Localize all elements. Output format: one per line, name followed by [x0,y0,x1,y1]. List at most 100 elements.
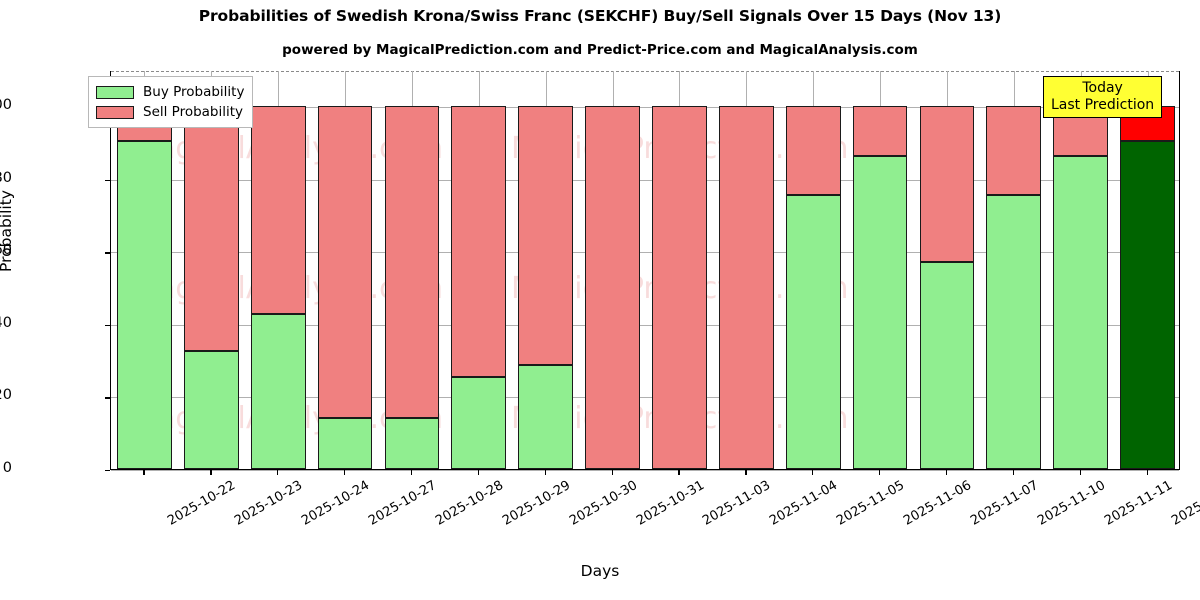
x-axis-tick-mark [745,470,747,475]
bar-segment-sell[interactable] [652,106,707,469]
bar-group[interactable] [785,70,841,469]
x-axis-tick-mark [277,470,279,475]
legend-item-sell: Sell Probability [96,102,244,122]
bar-segment-buy[interactable] [785,195,841,469]
bar-group[interactable] [1053,70,1109,469]
bar-segment-buy[interactable] [1053,155,1109,469]
x-axis-tick-label: 2025-10-27 [366,478,440,529]
today-annotation: Today Last Prediction [1043,76,1163,119]
x-axis-tick-label: 2025-11-11 [1101,478,1175,529]
bar-segment-buy[interactable] [317,418,373,469]
x-axis-tick-label: 2025-11-05 [834,478,908,529]
bar-group[interactable] [117,70,172,469]
bar-segment-buy[interactable] [919,261,975,469]
x-axis-tick-label: 2025-11-10 [1034,478,1108,529]
legend-label-sell: Sell Probability [143,104,244,120]
legend-label-buy: Buy Probability [143,84,245,100]
x-axis-tick-label: 2025-10-30 [566,478,640,529]
bar-group[interactable] [183,70,239,469]
bar-segment-buy[interactable] [451,376,507,469]
y-axis-tick-mark [105,324,110,327]
x-axis-tick-label: 2025-10-22 [165,478,239,529]
x-axis-tick-mark [1146,470,1148,475]
bar-segment-sell[interactable] [585,106,640,469]
bar-segment-buy[interactable] [986,195,1042,469]
bar-group[interactable] [585,70,640,469]
x-axis-tick-mark [678,470,680,475]
bar-group[interactable] [852,70,908,469]
gridline-horizontal [111,252,1179,254]
y-axis-tick-label: 0 [2,460,12,476]
bar-group[interactable] [986,70,1042,469]
bar-group[interactable] [384,70,440,469]
y-axis-tick-mark [105,397,110,399]
bar-segment-sell[interactable] [384,106,440,419]
y-axis-tick-label: 20 [0,387,12,404]
gridline-horizontal [111,107,1179,109]
bar-segment-sell[interactable] [852,106,908,156]
y-axis-tick-label: 100 [0,97,12,114]
x-axis-tick-mark [879,470,881,475]
x-axis-tick-mark [210,470,212,475]
bar-segment-buy[interactable] [852,155,908,469]
x-axis-tick-mark [410,470,413,475]
x-axis-tick-mark [1079,470,1081,475]
bar-segment-sell[interactable] [718,106,774,469]
legend-swatch-buy [96,85,134,99]
bar-group[interactable] [919,70,975,469]
x-axis-tick-label: 2025-11-04 [767,478,841,529]
chart-subtitle: powered by MagicalPrediction.com and Pre… [282,42,918,58]
chart-legend: Buy Probability Sell Probability [88,76,254,128]
bar-segment-sell[interactable] [785,106,841,196]
x-axis-tick-label: 2025-11-06 [901,478,975,529]
x-axis-tick-mark [945,470,948,475]
bar-group[interactable] [518,70,574,469]
bar-segment-buy[interactable] [250,314,306,469]
legend-swatch-sell [96,105,134,119]
x-axis-tick-mark [611,470,613,475]
y-axis-tick-mark [105,470,110,472]
gridline-horizontal [111,397,1179,399]
bar-segment-buy[interactable] [384,418,440,469]
bar-group[interactable] [451,70,507,469]
bar-group[interactable] [652,70,707,469]
bar-segment-sell[interactable] [518,106,574,365]
bar-segment-buy[interactable] [117,141,172,469]
x-axis-tick-label: 2025-10-24 [299,478,373,529]
legend-item-buy: Buy Probability [96,82,244,102]
gridline-horizontal [111,324,1179,326]
y-axis-tick-mark [105,179,110,182]
gridline-top-dashed [111,71,1179,72]
x-axis-tick-mark [344,470,346,475]
plot-inner: MagicalAnalysis.comMagicalPrediction.com… [111,70,1179,471]
today-annotation-line2: Last Prediction [1051,96,1155,113]
x-axis-tick-label: 2025-10-28 [433,478,506,529]
gridline-horizontal [111,179,1179,181]
bar-segment-sell[interactable] [986,106,1042,196]
plot-area: MagicalAnalysis.comMagicalPrediction.com… [110,70,1180,471]
bar-group[interactable] [718,70,774,469]
chart-title: Probabilities of Swedish Krona/Swiss Fra… [198,7,1002,25]
today-annotation-line1: Today [1082,80,1123,96]
x-axis-tick-label: 2025-11-07 [968,478,1041,529]
x-axis-tick-label: 2025-11-03 [700,478,774,529]
x-axis-tick-mark [1012,470,1015,475]
bar-segment-sell[interactable] [183,106,239,352]
bar-group-today[interactable] [1120,70,1175,469]
x-axis-tick-label: 2025-10-23 [232,478,306,529]
bar-segment-sell[interactable] [451,106,507,377]
y-axis-tick-mark [105,252,110,254]
y-axis-tick-label: 80 [0,169,12,186]
bar-segment-buy[interactable] [183,351,239,469]
x-axis-tick-mark [477,470,480,475]
x-axis-tick-label: 2025-10-31 [633,478,707,529]
bar-segment-buy[interactable] [1120,141,1175,469]
bar-group[interactable] [317,70,373,469]
bar-segment-buy[interactable] [518,364,574,469]
bar-segment-sell[interactable] [919,106,975,262]
bar-group[interactable] [250,70,306,469]
bar-segment-sell[interactable] [250,106,306,315]
bar-segment-sell[interactable] [317,106,373,419]
x-axis-tick-mark [812,470,814,475]
